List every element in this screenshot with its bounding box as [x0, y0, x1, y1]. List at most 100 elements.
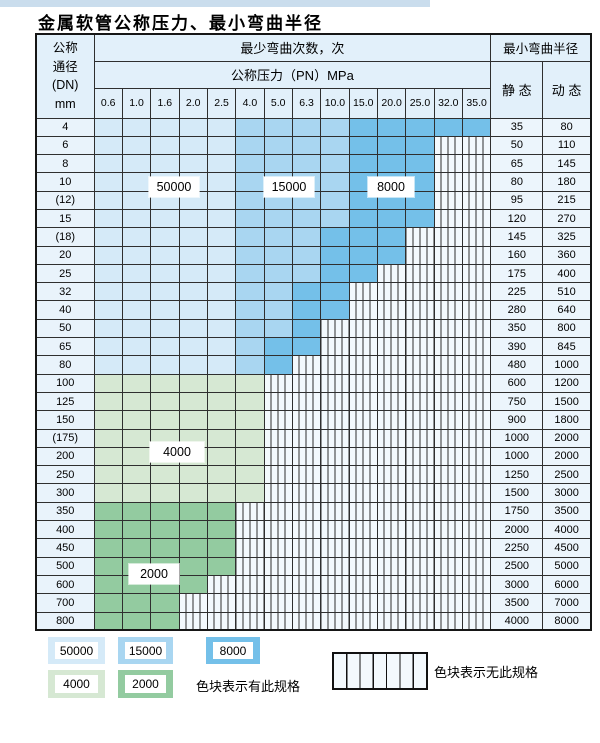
no-spec-cell — [405, 611, 435, 631]
dynamic-radius-cell: 110 — [542, 135, 592, 156]
no-spec-cell — [461, 538, 492, 558]
spec-cell-50000 — [93, 135, 123, 156]
spec-cell-15000 — [235, 117, 265, 137]
top-strip — [0, 0, 430, 7]
no-spec-cell — [461, 501, 492, 522]
pressure-column-header: 6.3 — [291, 87, 322, 119]
spec-cell-4000 — [206, 373, 237, 393]
no-spec-cell — [320, 318, 350, 339]
static-radius-cell: 390 — [490, 337, 544, 357]
no-spec-cell — [405, 428, 435, 448]
no-spec-cell — [376, 428, 407, 448]
static-radius-cell: 4000 — [490, 611, 544, 631]
spec-cell-8000 — [263, 355, 293, 375]
dn-cell: 450 — [35, 538, 95, 558]
no-spec-cell — [376, 446, 407, 467]
table-row: 100 600 1200 — [35, 373, 592, 393]
spec-cell-50000 — [206, 245, 237, 265]
spec-cell-50000 — [206, 135, 237, 156]
spec-cell-2000 — [178, 538, 208, 558]
table-row: 400 2000 4000 — [35, 520, 592, 540]
legend-swatch-8000: 8000 — [206, 637, 260, 664]
static-radius-cell: 175 — [490, 263, 544, 284]
spec-cell-50000 — [93, 300, 123, 320]
spec-cell-15000 — [235, 337, 265, 357]
static-radius-cell: 160 — [490, 245, 544, 265]
no-spec-cell — [376, 410, 407, 430]
no-spec-cell — [461, 300, 492, 320]
spec-cell-50000 — [178, 282, 208, 302]
legend-no-spec-text: 色块表示无此规格 — [434, 665, 539, 680]
no-spec-cell — [320, 446, 350, 467]
spec-cell-4000 — [178, 391, 208, 412]
spec-cell-4000 — [121, 483, 152, 503]
no-spec-cell — [433, 538, 463, 558]
no-spec-cell — [291, 501, 322, 522]
pressure-column-header: 4.0 — [235, 87, 265, 119]
legend-swatch-4000-label: 4000 — [55, 675, 98, 693]
spec-cell-8000 — [376, 154, 407, 174]
spec-cell-8000 — [376, 135, 407, 156]
spec-cell-8000 — [348, 117, 378, 137]
table-row: 25 175 400 — [35, 263, 592, 284]
dynamic-radius-cell: 7000 — [542, 593, 592, 613]
no-spec-cell — [263, 501, 293, 522]
static-radius-cell: 1250 — [490, 465, 544, 485]
spec-cell-4000 — [178, 465, 208, 485]
spec-cell-4000 — [121, 373, 152, 393]
no-spec-cell — [206, 611, 237, 631]
spec-cell-8000 — [291, 282, 322, 302]
dn-cell: 4 — [35, 117, 95, 137]
no-spec-cell — [461, 428, 492, 448]
cycles-label-2000: 2000 — [129, 564, 179, 584]
no-spec-cell — [433, 300, 463, 320]
spec-cell-50000 — [150, 154, 180, 174]
spec-cell-50000 — [206, 300, 237, 320]
spec-cell-50000 — [206, 355, 237, 375]
no-spec-cell — [291, 611, 322, 631]
static-radius-cell: 2000 — [490, 520, 544, 540]
spec-cell-2000 — [93, 574, 123, 595]
dn-cell: 150 — [35, 410, 95, 430]
spec-cell-15000 — [320, 154, 350, 174]
spec-cell-15000 — [263, 154, 293, 174]
no-spec-cell — [461, 135, 492, 156]
spec-cell-2000 — [150, 501, 180, 522]
spec-cell-2000 — [121, 520, 152, 540]
dynamic-radius-cell: 4500 — [542, 538, 592, 558]
dynamic-radius-cell: 1500 — [542, 391, 592, 412]
dynamic-radius-cell: 180 — [542, 172, 592, 192]
no-spec-cell — [291, 483, 322, 503]
dynamic-radius-cell: 4000 — [542, 520, 592, 540]
spec-cell-4000 — [150, 465, 180, 485]
no-spec-cell — [405, 574, 435, 595]
spec-cell-15000 — [263, 135, 293, 156]
spec-cell-50000 — [178, 355, 208, 375]
dynamic-radius-cell: 2000 — [542, 428, 592, 448]
no-spec-cell — [320, 520, 350, 540]
dynamic-radius-cell: 5000 — [542, 556, 592, 576]
dynamic-radius-cell: 325 — [542, 227, 592, 247]
spec-cell-8000 — [263, 337, 293, 357]
no-spec-cell — [461, 611, 492, 631]
no-spec-cell — [433, 135, 463, 156]
no-spec-cell — [235, 611, 265, 631]
dynamic-radius-cell: 640 — [542, 300, 592, 320]
spec-cell-2000 — [150, 593, 180, 613]
spec-cell-15000 — [263, 245, 293, 265]
no-spec-cell — [320, 611, 350, 631]
no-spec-cell — [376, 520, 407, 540]
spec-cell-50000 — [150, 245, 180, 265]
static-radius-cell: 1000 — [490, 446, 544, 467]
no-spec-cell — [348, 300, 378, 320]
dn-cell: (12) — [35, 190, 95, 210]
no-spec-cell — [461, 465, 492, 485]
dynamic-radius-cell: 800 — [542, 318, 592, 339]
no-spec-cell — [348, 373, 378, 393]
dynamic-radius-cell: 80 — [542, 117, 592, 137]
spec-cell-15000 — [291, 208, 322, 229]
no-spec-cell — [433, 611, 463, 631]
dn-cell: 80 — [35, 355, 95, 375]
pressure-header: 公称压力（PN）MPa — [93, 60, 492, 89]
spec-cell-4000 — [235, 446, 265, 467]
